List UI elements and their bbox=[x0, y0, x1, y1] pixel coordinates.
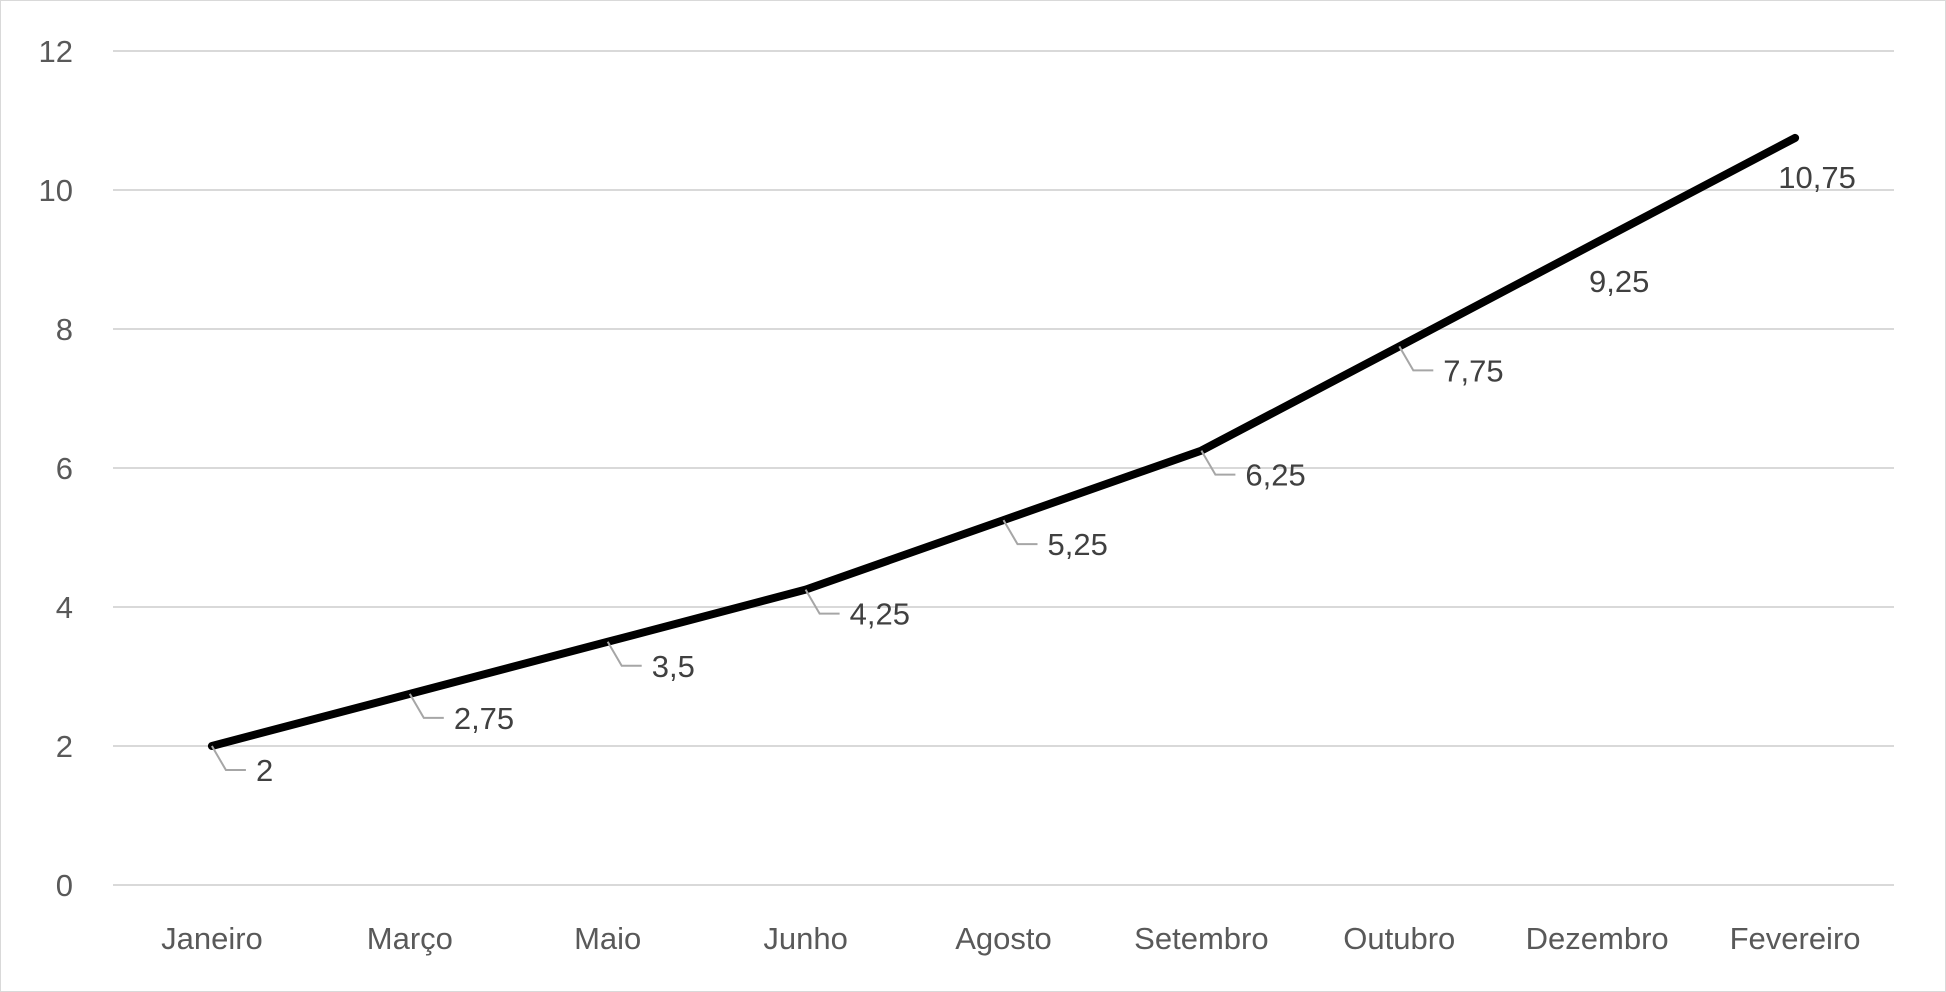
data-label: 9,25 bbox=[1589, 264, 1649, 299]
leader-line bbox=[408, 693, 444, 719]
data-label: 2 bbox=[256, 753, 273, 788]
data-labels: 2 2,75 3,5 4,25 5,25 6,25 7,75 9,25 10,75 bbox=[211, 160, 1856, 788]
x-tick-label: Junho bbox=[763, 921, 847, 956]
x-tick-label: Maio bbox=[574, 921, 641, 956]
data-label: 5,25 bbox=[1048, 527, 1108, 562]
x-tick-label: Setembro bbox=[1134, 921, 1268, 956]
gridlines bbox=[113, 50, 1894, 886]
x-axis-tick-labels: Janeiro Março Maio Junho Agosto Setembro Outub… bbox=[161, 921, 1860, 956]
y-tick-label: 10 bbox=[39, 173, 73, 208]
data-label: 10,75 bbox=[1778, 160, 1856, 195]
data-point bbox=[1792, 134, 1799, 141]
data-label: 2,75 bbox=[454, 701, 514, 736]
x-tick-label: Agosto bbox=[955, 921, 1052, 956]
y-tick-label: 4 bbox=[56, 590, 73, 625]
data-point bbox=[1594, 239, 1601, 246]
leader-line bbox=[1398, 345, 1434, 372]
x-tick-label: Outubro bbox=[1343, 921, 1455, 956]
y-tick-label: 12 bbox=[39, 34, 73, 69]
y-axis-tick-labels: 0 2 4 6 8 10 12 bbox=[39, 34, 73, 903]
leader-line bbox=[1002, 519, 1038, 546]
data-label: 6,25 bbox=[1245, 458, 1305, 493]
leader-line bbox=[606, 641, 642, 667]
leader-line bbox=[211, 745, 246, 771]
leader-line bbox=[1200, 450, 1236, 476]
y-tick-label: 2 bbox=[56, 729, 73, 764]
x-tick-label: Fevereiro bbox=[1730, 921, 1861, 956]
leader-line bbox=[804, 589, 840, 615]
y-tick-label: 8 bbox=[56, 312, 73, 347]
data-label: 4,25 bbox=[850, 597, 910, 632]
x-tick-label: Janeiro bbox=[161, 921, 263, 956]
x-tick-label: Dezembro bbox=[1526, 921, 1669, 956]
data-label: 7,75 bbox=[1443, 353, 1503, 388]
x-tick-label: Março bbox=[367, 921, 453, 956]
series-line bbox=[207, 133, 1800, 750]
series-line-group bbox=[207, 133, 1800, 750]
y-tick-label: 6 bbox=[56, 451, 73, 486]
y-tick-label: 0 bbox=[56, 868, 73, 903]
data-label: 3,5 bbox=[652, 649, 695, 684]
